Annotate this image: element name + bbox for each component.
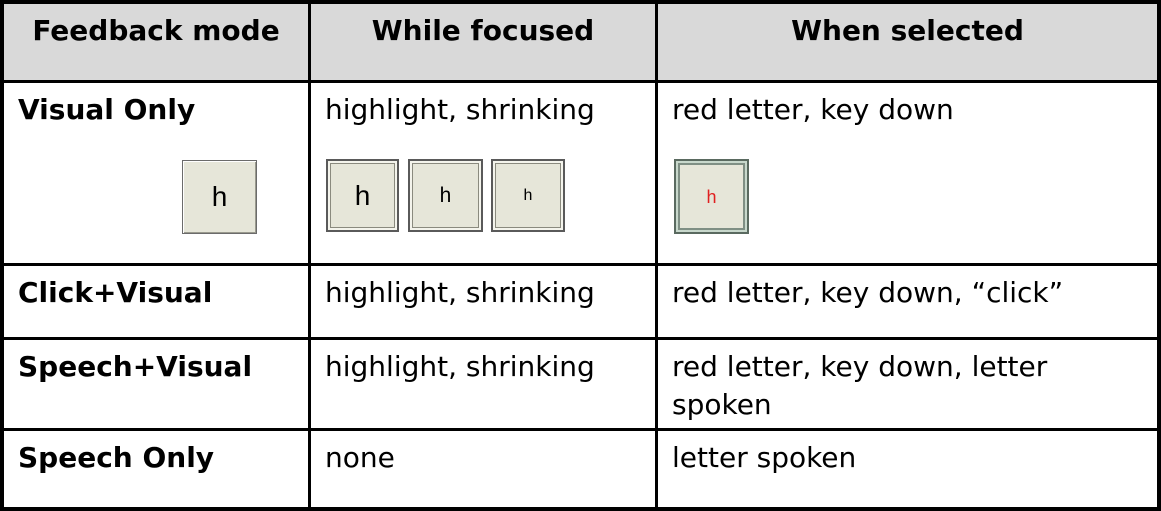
selected-text: letter spoken xyxy=(672,441,857,474)
key-selected-icon: h xyxy=(674,159,749,234)
selected-cell: red letter, key down h xyxy=(655,83,1157,266)
table-row: Speech Only none letter spoken xyxy=(4,428,1157,507)
focused-text: highlight, shrinking xyxy=(325,276,595,309)
key-letter: h xyxy=(211,181,228,212)
header-while-focused-text: While focused xyxy=(371,14,595,47)
key-focused-small-icon: h xyxy=(491,159,565,232)
mode-label: Speech Only xyxy=(18,441,215,474)
focused-cell: highlight, shrinking h h h xyxy=(308,83,655,266)
focused-cell: highlight, shrinking xyxy=(308,340,655,431)
focused-cell: highlight, shrinking xyxy=(308,266,655,340)
focused-text: none xyxy=(325,441,395,474)
table-header-row: Feedback mode While focused When selecte… xyxy=(4,4,1157,80)
mode-cell: Speech+Visual xyxy=(4,340,308,431)
key-letter: h xyxy=(439,183,452,207)
mode-label: Click+Visual xyxy=(18,276,213,309)
mode-cell: Click+Visual xyxy=(4,266,308,340)
selected-text: red letter, key down, “click” xyxy=(672,276,1064,309)
key-focused-large-icon: h xyxy=(326,159,399,232)
table-row: Click+Visual highlight, shrinking red le… xyxy=(4,263,1157,340)
header-when-selected-text: When selected xyxy=(791,14,1024,47)
selected-cell: letter spoken xyxy=(655,431,1157,507)
header-feedback-mode-text: Feedback mode xyxy=(32,14,280,47)
key-letter-red: h xyxy=(706,186,717,207)
selected-text: red letter, key down, letter spoken xyxy=(672,350,1048,421)
mode-cell: Visual Only h xyxy=(4,83,308,266)
header-feedback-mode: Feedback mode xyxy=(4,4,308,80)
table-row: Speech+Visual highlight, shrinking red l… xyxy=(4,337,1157,431)
header-while-focused: While focused xyxy=(308,4,655,80)
selected-cell: red letter, key down, “click” xyxy=(655,266,1157,340)
selected-cell: red letter, key down, letter spoken xyxy=(655,340,1157,431)
focused-text: highlight, shrinking xyxy=(325,350,595,383)
header-when-selected: When selected xyxy=(655,4,1157,80)
key-letter: h xyxy=(354,179,371,211)
mode-label: Visual Only xyxy=(18,93,196,126)
focused-text: highlight, shrinking xyxy=(325,93,595,126)
selected-text: red letter, key down xyxy=(672,93,954,126)
table-row: Visual Only h highlight, shrinking h h h… xyxy=(4,80,1157,266)
key-letter: h xyxy=(523,186,533,204)
key-normal-icon: h xyxy=(182,160,257,234)
mode-cell: Speech Only xyxy=(4,431,308,507)
mode-label: Speech+Visual xyxy=(18,350,253,383)
focused-cell: none xyxy=(308,431,655,507)
key-focused-medium-icon: h xyxy=(408,159,483,232)
